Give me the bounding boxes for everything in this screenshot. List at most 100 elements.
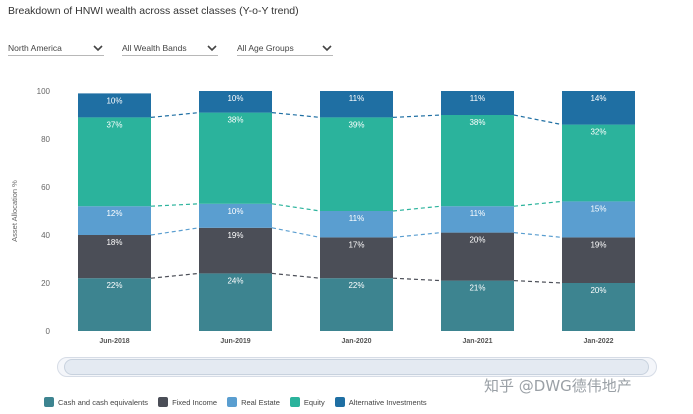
bar-segment bbox=[562, 283, 635, 331]
bar-segment bbox=[78, 278, 151, 331]
bar-segment bbox=[199, 91, 272, 113]
legend-item[interactable]: Cash and cash equivalents bbox=[44, 397, 148, 407]
chevron-down-icon bbox=[322, 44, 332, 51]
data-label: 11% bbox=[470, 94, 485, 103]
x-tick-label: Jan-2021 bbox=[463, 338, 493, 345]
bar-segment bbox=[562, 91, 635, 125]
chevron-down-icon bbox=[93, 44, 103, 51]
data-label: 14% bbox=[590, 94, 606, 103]
legend-label: Equity bbox=[303, 397, 325, 407]
chart-scrollbar-thumb[interactable] bbox=[64, 359, 649, 375]
y-axis-label: Asset Allocation % bbox=[10, 180, 19, 242]
connector-line bbox=[150, 203, 200, 207]
connector-line bbox=[513, 200, 563, 207]
legend-swatch bbox=[227, 397, 238, 407]
bar-segment bbox=[562, 237, 635, 283]
y-tick-label: 0 bbox=[46, 327, 51, 336]
bar-segment bbox=[441, 232, 514, 281]
legend-swatch bbox=[289, 397, 300, 407]
legend-label: Cash and cash equivalents bbox=[58, 397, 149, 407]
legend-label: Fixed Income bbox=[172, 397, 218, 407]
data-label: 10% bbox=[227, 207, 243, 216]
bar-segment bbox=[562, 201, 635, 238]
data-label: 11% bbox=[349, 214, 364, 223]
connector-line bbox=[513, 280, 563, 284]
connector-line bbox=[392, 232, 442, 238]
data-label: 22% bbox=[106, 281, 122, 290]
connector-line bbox=[271, 227, 321, 238]
data-label: 20% bbox=[590, 286, 606, 295]
connector-line bbox=[271, 272, 321, 279]
x-tick-label: Jan-2020 bbox=[342, 338, 372, 345]
data-label: 11% bbox=[470, 209, 485, 218]
bar-segment bbox=[78, 117, 151, 207]
chevron-down-icon bbox=[207, 44, 217, 51]
y-tick-label: 40 bbox=[41, 231, 50, 240]
watermark: 知乎 @DWG德伟地产 bbox=[484, 377, 632, 395]
data-label: 19% bbox=[227, 231, 243, 240]
age-group-filter-dropdown[interactable]: All Age Groups bbox=[237, 40, 333, 56]
bar-segment bbox=[199, 203, 272, 228]
bar-segment bbox=[320, 91, 393, 118]
connector-line bbox=[513, 232, 563, 238]
legend-swatch bbox=[44, 397, 54, 407]
x-tick-label: Jun-2019 bbox=[220, 338, 250, 345]
bar-segment bbox=[441, 280, 514, 331]
bar-segment bbox=[78, 93, 151, 118]
data-label: 32% bbox=[590, 128, 606, 137]
bar-segment bbox=[78, 206, 151, 235]
bar-segment bbox=[78, 235, 151, 279]
bar-segment bbox=[562, 124, 635, 202]
bar-segment bbox=[441, 115, 514, 207]
data-label: 18% bbox=[106, 238, 122, 247]
bar-segment bbox=[199, 273, 272, 331]
legend-label: Real Estate bbox=[241, 397, 280, 407]
bar-segment bbox=[320, 211, 393, 238]
chart-title: Breakdown of HNWI wealth across asset cl… bbox=[8, 5, 299, 17]
x-tick-label: Jun-2018 bbox=[99, 338, 129, 345]
bar-segment bbox=[199, 227, 272, 274]
y-tick-label: 60 bbox=[41, 183, 50, 192]
data-label: 10% bbox=[106, 96, 122, 105]
legend-label: Alternative Investments bbox=[348, 397, 427, 407]
data-label: 37% bbox=[106, 120, 122, 129]
region-filter-label: North America bbox=[8, 42, 62, 53]
chart-scrollbar[interactable] bbox=[57, 357, 657, 377]
data-label: 20% bbox=[469, 236, 485, 245]
connector-line bbox=[150, 227, 200, 236]
data-label: 15% bbox=[590, 204, 606, 213]
legend-swatch bbox=[158, 397, 169, 407]
bar-segment bbox=[441, 206, 514, 233]
data-label: 38% bbox=[227, 116, 243, 125]
connector-line bbox=[271, 112, 321, 118]
bar-segment bbox=[441, 91, 514, 115]
connector-line bbox=[392, 277, 442, 282]
y-tick-label: 20 bbox=[41, 279, 50, 288]
data-label: 12% bbox=[106, 209, 122, 218]
legend-item[interactable]: Fixed Income bbox=[158, 397, 217, 407]
legend-item[interactable]: Real Estate bbox=[227, 397, 280, 407]
data-label: 24% bbox=[227, 276, 243, 285]
connector-line bbox=[392, 205, 442, 212]
data-label: 10% bbox=[227, 94, 243, 103]
data-label: 17% bbox=[348, 240, 364, 249]
chart-legend: Cash and cash equivalents Fixed Income Rea… bbox=[44, 395, 427, 409]
bar-segment bbox=[320, 117, 393, 211]
age-group-filter-label: All Age Groups bbox=[237, 42, 294, 53]
x-tick-label: Jan-2022 bbox=[584, 338, 614, 345]
y-tick-label: 100 bbox=[37, 87, 51, 96]
connector-line bbox=[513, 114, 563, 126]
legend-item[interactable]: Alternative Investments bbox=[334, 397, 427, 407]
connector-line bbox=[271, 203, 321, 212]
legend-item[interactable]: Equity bbox=[289, 397, 325, 407]
data-label: 39% bbox=[348, 120, 364, 129]
connector-line bbox=[392, 114, 442, 118]
connector-line bbox=[150, 112, 200, 118]
connector-line bbox=[150, 272, 200, 279]
wealth-band-filter-dropdown[interactable]: All Wealth Bands bbox=[122, 40, 218, 56]
bar-segment bbox=[199, 112, 272, 204]
legend-swatch bbox=[334, 397, 345, 407]
region-filter-dropdown[interactable]: North America bbox=[8, 40, 104, 56]
wealth-band-filter-label: All Wealth Bands bbox=[122, 42, 187, 53]
